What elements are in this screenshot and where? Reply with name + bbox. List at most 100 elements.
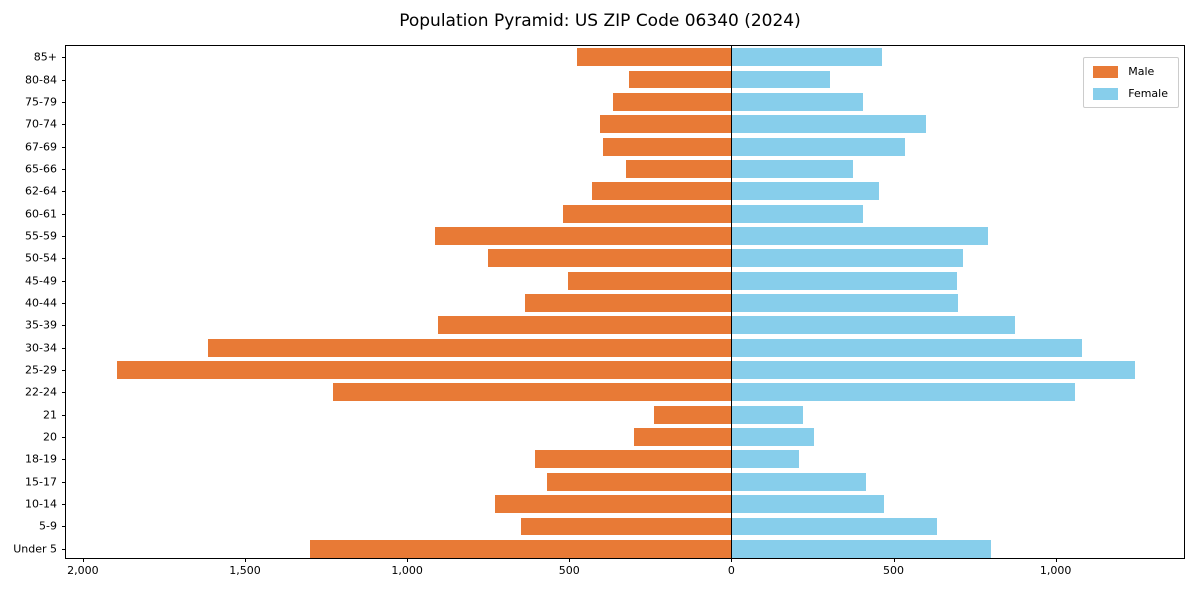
bar-female-5-9 — [731, 517, 938, 536]
x-tick-1-000 — [1055, 558, 1057, 562]
bar-female-35-39 — [731, 316, 1016, 335]
y-tick-label-55-59: 55-59 — [25, 229, 57, 243]
y-tick-label-30-34: 30-34 — [25, 341, 57, 355]
bar-male-40-44 — [525, 294, 732, 312]
y-tick-62-64 — [62, 191, 66, 193]
bar-male-22-24 — [332, 383, 732, 402]
x-tick-1-500 — [244, 558, 246, 562]
bar-female-80-84 — [731, 70, 831, 89]
y-tick-label-60-61: 60-61 — [25, 207, 57, 221]
bar-male-67-69 — [603, 137, 732, 156]
bar-male-65-66 — [626, 159, 732, 178]
bar-male-80-84 — [629, 70, 732, 89]
bar-female-30-34 — [731, 338, 1082, 357]
y-tick-21 — [62, 414, 66, 416]
y-tick-label-35-39: 35-39 — [25, 318, 57, 332]
legend-entry-female: Female — [1093, 87, 1168, 100]
bar-female-65-66 — [731, 159, 853, 178]
legend-entry-male: Male — [1093, 65, 1168, 78]
bar-female-18-19 — [731, 450, 800, 469]
legend: Male Female — [1083, 57, 1179, 108]
bar-male-20 — [634, 428, 732, 447]
y-tick-label-65-66: 65-66 — [25, 162, 57, 176]
bar-female-40-44 — [731, 294, 959, 312]
bar-female-25-29 — [731, 361, 1136, 379]
x-tick-label-1-500: 1,500 — [229, 564, 261, 577]
bar-female-60-61 — [731, 204, 863, 223]
y-tick-label-62-64: 62-64 — [25, 184, 57, 198]
bar-male-70-74 — [600, 115, 732, 134]
y-tick-67-69 — [62, 146, 66, 148]
bar-female-22-24 — [731, 383, 1076, 402]
y-tick-label-40-44: 40-44 — [25, 296, 57, 310]
y-tick-label-15-17: 15-17 — [25, 475, 57, 489]
y-tick-label-70-74: 70-74 — [25, 117, 57, 131]
bar-female-50-54 — [731, 249, 964, 268]
female-color-swatch — [1093, 87, 1119, 100]
y-tick-45-49 — [62, 280, 66, 282]
x-tick-label-500: 500 — [883, 564, 905, 577]
bar-male-15-17 — [546, 472, 732, 491]
x-tick-label-1-000: 1,000 — [1039, 564, 1072, 577]
y-tick-40-44 — [62, 303, 66, 304]
y-tick-10-14 — [62, 504, 66, 506]
bar-female-75-79 — [731, 92, 863, 111]
y-tick-85 — [62, 57, 66, 59]
y-tick-label-22-24: 22-24 — [25, 385, 57, 399]
bar-male-55-59 — [434, 227, 732, 245]
y-tick-70-74 — [62, 124, 66, 126]
legend-label-female: Female — [1128, 87, 1168, 100]
bar-male-50-54 — [488, 249, 732, 268]
y-tick-55-59 — [62, 235, 66, 237]
x-tick-500 — [893, 558, 895, 562]
y-tick-label-18-19: 18-19 — [25, 452, 57, 466]
x-tick-2-000 — [82, 558, 84, 562]
y-tick-label-75-79: 75-79 — [25, 95, 57, 109]
bar-male-60-61 — [562, 204, 732, 223]
bar-male-75-79 — [613, 92, 732, 111]
bar-male-30-34 — [207, 338, 732, 357]
bar-male-under-5 — [309, 539, 732, 558]
bar-female-55-59 — [731, 227, 988, 245]
bar-male-18-19 — [535, 450, 732, 469]
y-tick-60-61 — [62, 213, 66, 215]
x-tick-label-1-000: 1,000 — [391, 564, 423, 577]
bar-male-10-14 — [494, 495, 732, 514]
legend-label-male: Male — [1128, 65, 1155, 78]
bar-male-35-39 — [437, 316, 732, 335]
y-tick-25-29 — [62, 370, 66, 372]
bar-male-62-64 — [591, 182, 732, 201]
bar-female-62-64 — [731, 182, 879, 201]
y-tick-label-45-49: 45-49 — [25, 274, 57, 288]
bar-female-under-5 — [731, 539, 991, 558]
y-tick-label-25-29: 25-29 — [25, 363, 57, 377]
y-tick-label-under-5: Under 5 — [13, 542, 57, 556]
bar-female-45-49 — [731, 271, 957, 290]
y-tick-label-21: 21 — [43, 408, 57, 422]
y-tick-label-20: 20 — [43, 430, 57, 444]
bar-female-10-14 — [731, 495, 884, 514]
bar-male-85 — [577, 48, 732, 67]
y-tick-label-5-9: 5-9 — [39, 519, 57, 533]
chart-title: Population Pyramid: US ZIP Code 06340 (2… — [399, 11, 801, 31]
bar-male-5-9 — [520, 517, 732, 536]
x-tick-label-0: 0 — [727, 564, 735, 577]
y-tick-80-84 — [62, 79, 66, 81]
y-tick-label-50-54: 50-54 — [25, 251, 57, 265]
x-tick-label-500: 500 — [558, 564, 580, 577]
plot-area: Male Female 85+ 80-84 75-79 70-74 67-69 65-66… — [13, 45, 1185, 577]
zero-axis-line — [731, 46, 733, 558]
y-tick-5-9 — [62, 526, 66, 528]
y-tick-35-39 — [62, 325, 66, 327]
y-tick-label-10-14: 10-14 — [25, 497, 57, 511]
y-tick-15-17 — [62, 481, 66, 483]
bar-female-20 — [731, 428, 815, 447]
bar-female-21 — [731, 405, 803, 424]
bar-male-21 — [653, 405, 732, 424]
y-tick-18-19 — [62, 459, 66, 461]
x-tick-label-2-000: 2,000 — [67, 564, 99, 577]
y-tick-50-54 — [62, 258, 66, 260]
y-tick-label-80-84: 80-84 — [25, 73, 57, 87]
bar-female-70-74 — [731, 115, 926, 134]
